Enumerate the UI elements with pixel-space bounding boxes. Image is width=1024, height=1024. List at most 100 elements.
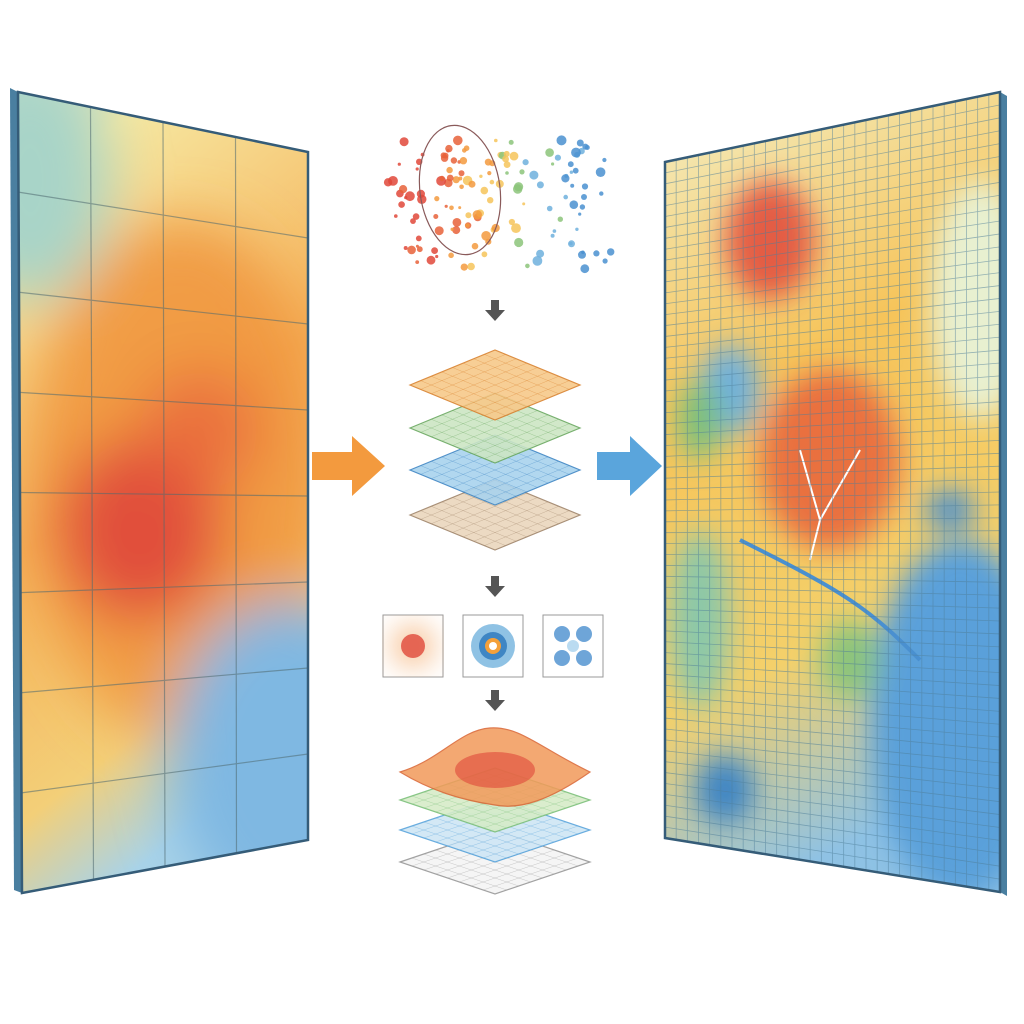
kernel (401, 634, 425, 658)
point (417, 194, 427, 204)
layer-grid (473, 506, 559, 542)
grid-line (19, 391, 309, 411)
point (557, 216, 563, 222)
point (607, 248, 615, 256)
point (536, 249, 545, 258)
point (404, 196, 408, 200)
point (468, 180, 476, 188)
point (415, 260, 420, 264)
point (503, 150, 510, 157)
point (570, 183, 575, 188)
point (405, 191, 415, 202)
cluster-outline (418, 124, 502, 256)
grid-line (664, 465, 1001, 479)
layer-grid (459, 817, 555, 851)
point (595, 167, 606, 177)
point (550, 233, 555, 238)
grid-line (664, 375, 1001, 403)
grid-line (664, 272, 1001, 316)
layer-grid (463, 492, 549, 529)
layer-grid (484, 465, 570, 501)
point (551, 162, 555, 166)
point (487, 197, 494, 204)
point (407, 245, 416, 255)
point (578, 212, 582, 216)
point (415, 167, 419, 171)
point (435, 254, 439, 259)
grid-line (664, 323, 1001, 359)
grid-line (664, 117, 1001, 185)
grid-line (664, 491, 1001, 501)
layer-grid (452, 452, 538, 488)
grid-line (664, 530, 1001, 534)
point (434, 196, 440, 202)
point (463, 145, 470, 151)
point (399, 137, 409, 147)
panel-edge (1000, 92, 1007, 896)
point (569, 200, 579, 209)
point (479, 174, 483, 178)
kernels (382, 614, 604, 678)
grid-line (664, 706, 1001, 738)
grid-line (664, 233, 1001, 283)
layer-grid (484, 510, 570, 546)
grid-line (664, 246, 1001, 294)
point (508, 218, 515, 226)
layer-grid (471, 821, 567, 855)
point (532, 256, 543, 266)
grid-line (664, 619, 1001, 635)
point (439, 175, 445, 182)
point (480, 186, 489, 195)
grid-line (664, 630, 1001, 648)
grid-line (664, 169, 1001, 228)
grid-line (664, 783, 1001, 828)
point (465, 223, 470, 228)
arrow (312, 436, 385, 496)
point (398, 201, 405, 208)
grid-line (664, 504, 1001, 512)
grid-line (664, 220, 1001, 272)
point (460, 263, 468, 271)
grid-line (664, 793, 1001, 841)
point (567, 161, 574, 168)
point (459, 184, 464, 190)
grid-line (664, 401, 1001, 425)
layer-grid (463, 456, 549, 493)
grid-line (664, 439, 1001, 457)
point (487, 171, 492, 176)
point (446, 174, 454, 182)
grid-line (664, 663, 1001, 686)
grid-line (664, 452, 1001, 468)
layer-grid (463, 414, 549, 451)
grid-line (664, 194, 1001, 250)
grid-line (664, 772, 1001, 815)
point (484, 158, 492, 166)
point (403, 246, 408, 250)
layer-grid (483, 825, 579, 859)
point (513, 184, 523, 194)
grid-line (664, 608, 1001, 622)
point (458, 206, 462, 210)
layer-grid (473, 419, 559, 455)
grid-line (664, 717, 1001, 751)
coarse-map (18, 92, 308, 893)
point (552, 229, 557, 233)
layer-grid (483, 795, 579, 829)
point (394, 214, 398, 218)
point (489, 179, 495, 185)
point (399, 185, 408, 194)
grid-line (18, 191, 309, 239)
grid-line (664, 181, 1001, 239)
panel-frame (16, 90, 310, 895)
point (511, 223, 521, 234)
surface-peak (455, 752, 535, 788)
point (446, 149, 450, 153)
layer-grid (452, 497, 538, 533)
grid-line (664, 565, 1001, 570)
point (446, 166, 453, 174)
point (563, 194, 568, 200)
grid-line (20, 581, 309, 594)
point (578, 250, 586, 259)
point (522, 202, 526, 206)
